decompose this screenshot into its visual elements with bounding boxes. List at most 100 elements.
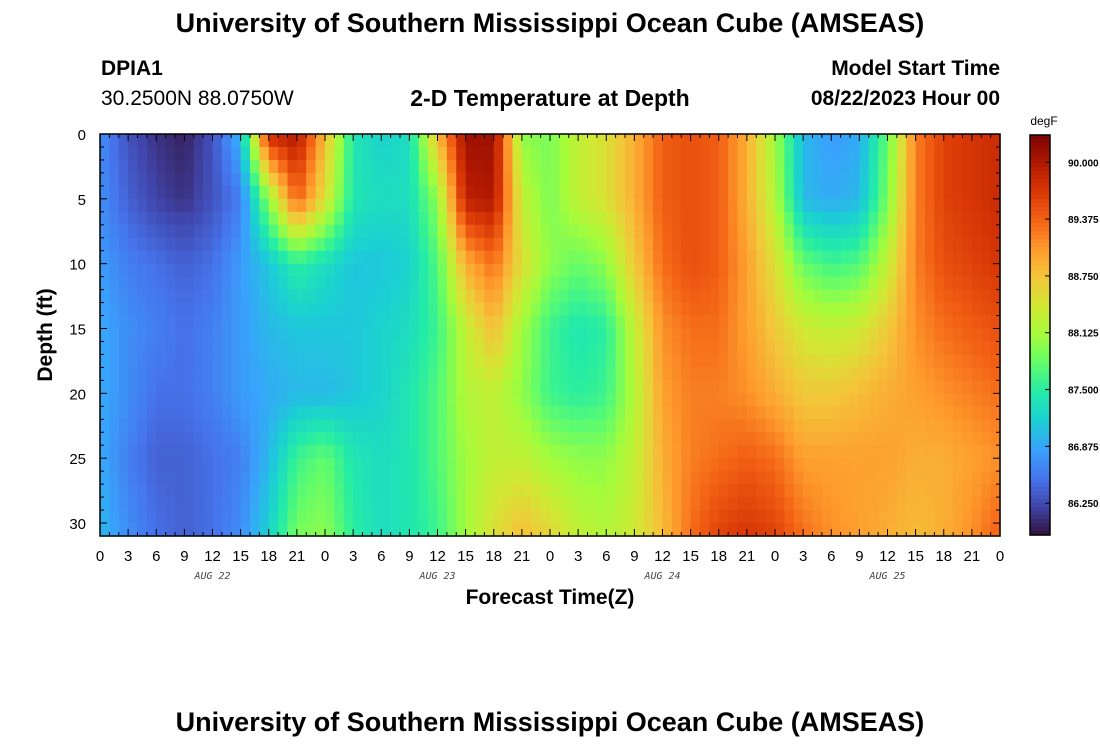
heatmap-cell — [118, 523, 129, 537]
heatmap-cell — [746, 146, 757, 161]
heatmap-cell — [718, 159, 729, 174]
heatmap-cell — [775, 484, 785, 498]
heatmap-cell — [334, 172, 345, 187]
heatmap-cell — [746, 328, 757, 343]
heatmap-cell — [868, 198, 879, 213]
heatmap-cell — [550, 341, 560, 356]
heatmap-cell — [615, 432, 626, 446]
heatmap-cell — [756, 276, 767, 291]
heatmap-cell — [634, 445, 645, 459]
heatmap-cell — [512, 510, 523, 524]
heatmap-cell — [671, 445, 682, 459]
heatmap-cell — [512, 289, 523, 304]
heatmap-cell — [531, 445, 542, 459]
heatmap-cell — [765, 250, 776, 265]
heatmap-cell — [896, 146, 907, 161]
heatmap-cell — [934, 367, 945, 381]
heatmap-cell — [250, 380, 260, 394]
heatmap-cell — [456, 523, 467, 537]
heatmap-cell — [221, 159, 232, 174]
heatmap-cell — [681, 393, 692, 407]
heatmap-cell — [315, 315, 326, 330]
colorbar-swatch — [1030, 255, 1050, 260]
heatmap-cell — [240, 224, 251, 239]
heatmap-cell — [221, 445, 232, 459]
heatmap-cell — [709, 185, 720, 200]
heatmap-cell — [175, 302, 185, 317]
heatmap-cell — [521, 237, 532, 252]
heatmap-cell — [343, 510, 354, 524]
heatmap-cell — [671, 146, 682, 161]
heatmap-cell — [550, 393, 560, 407]
heatmap-cell — [503, 523, 514, 537]
x-tick-label: 18 — [710, 548, 727, 565]
heatmap-cell — [296, 198, 307, 213]
heatmap-cell — [990, 393, 1001, 407]
heatmap-cell — [971, 471, 982, 485]
heatmap-cell — [559, 237, 570, 252]
heatmap-cell — [709, 224, 720, 239]
heatmap-cell — [887, 263, 898, 278]
heatmap-cell — [784, 159, 795, 174]
heatmap-cell — [953, 289, 964, 304]
heatmap-cell — [521, 159, 532, 174]
heatmap-cell — [550, 484, 560, 498]
heatmap-cell — [362, 354, 373, 369]
heatmap-cell — [465, 510, 476, 524]
heatmap-cell — [971, 276, 982, 291]
heatmap-cell — [278, 484, 289, 498]
heatmap-cell — [578, 302, 589, 317]
heatmap-cell — [400, 302, 410, 317]
colorbar-swatch — [1030, 215, 1050, 220]
heatmap-cell — [850, 198, 860, 213]
heatmap-cell — [550, 302, 560, 317]
heatmap-cell — [109, 172, 120, 187]
heatmap-cell — [587, 250, 598, 265]
heatmap-cell — [915, 302, 926, 317]
heatmap-cell — [296, 445, 307, 459]
heatmap-cell — [728, 276, 739, 291]
heatmap-cell — [390, 146, 401, 161]
heatmap-cell — [859, 250, 870, 265]
heatmap-cell — [278, 510, 289, 524]
heatmap-cell — [418, 250, 429, 265]
heatmap-cell — [268, 172, 279, 187]
heatmap-cell — [465, 237, 476, 252]
heatmap-cell — [878, 406, 889, 420]
heatmap-cell — [240, 146, 251, 161]
heatmap-cell — [456, 497, 467, 511]
heatmap-cell — [653, 367, 664, 381]
heatmap-cell — [259, 263, 270, 278]
heatmap-cell — [531, 523, 542, 537]
heatmap-cell — [868, 406, 879, 420]
heatmap-cell — [737, 172, 748, 187]
heatmap-cell — [343, 276, 354, 291]
heatmap-cell — [868, 367, 879, 381]
heatmap-cell — [165, 263, 176, 278]
heatmap-cell — [953, 276, 964, 291]
heatmap-cell — [868, 380, 879, 394]
heatmap-cell — [606, 198, 617, 213]
heatmap-cell — [615, 406, 626, 420]
heatmap-cell — [137, 250, 148, 265]
heatmap-cell — [615, 393, 626, 407]
heatmap-cell — [203, 367, 214, 381]
colorbar-swatch — [1030, 307, 1050, 312]
heatmap-cell — [109, 393, 120, 407]
heatmap-cell — [728, 406, 739, 420]
heatmap-cell — [418, 458, 429, 472]
heatmap-cell — [568, 224, 579, 239]
heatmap-cell — [859, 172, 870, 187]
heatmap-cell — [315, 380, 326, 394]
heatmap-cell — [728, 354, 739, 369]
heatmap-cell — [953, 250, 964, 265]
heatmap-cell — [775, 302, 785, 317]
heatmap-cell — [728, 432, 739, 446]
heatmap-cell — [606, 159, 617, 174]
heatmap-cell — [756, 445, 767, 459]
x-tick-label: 18 — [935, 548, 952, 565]
heatmap-cell — [737, 484, 748, 498]
heatmap-cell — [240, 211, 251, 226]
heatmap-cell — [381, 484, 392, 498]
heatmap-cell — [184, 263, 195, 278]
